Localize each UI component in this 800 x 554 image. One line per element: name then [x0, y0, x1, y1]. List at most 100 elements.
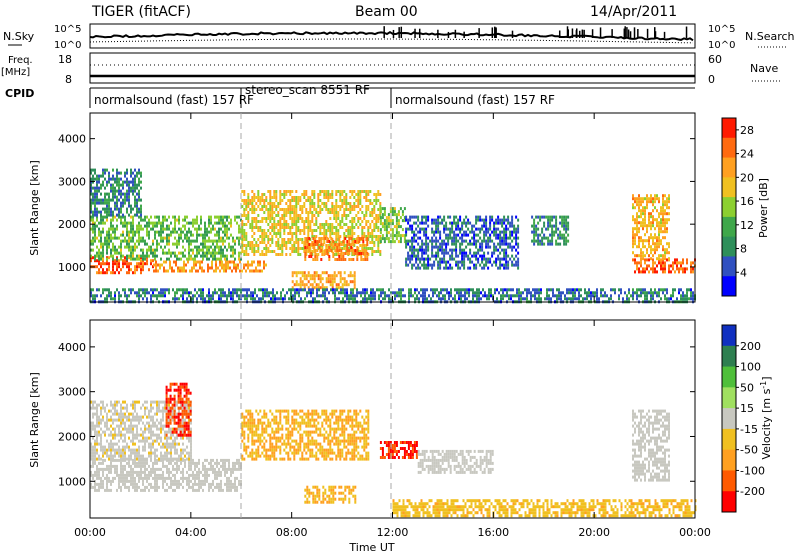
x-tick-label: 20:00	[578, 526, 610, 539]
power-colorbar-swatch	[722, 276, 736, 297]
velocity-colorbar-tick: 100	[740, 361, 761, 374]
velocity-colorbar-swatch	[722, 428, 736, 451]
power-colorbar-tick: 24	[740, 148, 754, 161]
nsearch-tick-bottom: 10^0	[708, 40, 735, 51]
beam-title: Beam 00	[355, 4, 418, 20]
freq-tick-bottom: 8	[65, 73, 72, 86]
velocity-ytick-label: 4000	[58, 341, 86, 354]
nsky-spikes	[383, 26, 688, 38]
x-tick-label: 04:00	[175, 526, 207, 539]
velocity-ytick-label: 3000	[58, 386, 86, 399]
power-colorbar-tick: 20	[740, 171, 754, 184]
power-ytick-label: 1000	[58, 261, 86, 274]
power-region	[531, 215, 570, 246]
velocity-colorbar-tick: -200	[740, 485, 765, 498]
power-colorbar-tick: 4	[740, 266, 747, 279]
power-region	[241, 190, 382, 256]
power-colorbar-swatch	[722, 256, 736, 277]
power-panel: Slant Range [km] 1000 2000 3000 4000 4 8 12 16…	[28, 112, 770, 304]
cpid-label: CPID	[5, 87, 34, 100]
x-tick-label: 08:00	[276, 526, 308, 539]
nsky-label: N.Sky	[3, 30, 35, 43]
velocity-data	[90, 382, 697, 518]
power-colorbar-tick: 8	[740, 243, 747, 256]
power-colorbar: 4 8 12 16 20 24 28	[721, 117, 754, 297]
radar-title: TIGER (fitACF)	[91, 4, 191, 20]
power-ytick-label: 4000	[58, 133, 86, 146]
power-region	[632, 194, 670, 261]
nsky-trace	[89, 31, 694, 42]
power-region	[153, 260, 267, 273]
velocity-region	[304, 485, 357, 504]
freq-panel: Freq. [MHz] 18 8 60 0 Nave	[1, 52, 780, 86]
velocity-colorbar-swatch	[722, 449, 736, 471]
velocity-ytick-label: 1000	[58, 475, 86, 488]
nave-label: Nave	[750, 62, 778, 75]
velocity-region	[379, 441, 418, 459]
x-axis-label: Time UT	[348, 541, 394, 554]
date-title: 14/Apr/2011	[590, 4, 677, 20]
power-colorbar-swatch	[722, 157, 736, 178]
freq-label: Freq.	[8, 55, 33, 66]
power-region	[405, 215, 520, 270]
velocity-colorbar-swatch	[722, 491, 736, 513]
power-region	[379, 207, 406, 244]
velocity-colorbar-tick: 50	[740, 381, 754, 394]
power-colorbar-swatch	[722, 137, 736, 159]
velocity-region	[392, 499, 697, 518]
power-region	[90, 168, 142, 217]
power-region	[90, 215, 242, 261]
nsearch-tick-top: 10^5	[708, 24, 735, 35]
nsearch-label: N.Search	[745, 30, 795, 43]
power-colorbar-swatch	[722, 177, 736, 198]
power-region	[632, 258, 696, 274]
power-ytick-label: 3000	[58, 175, 86, 188]
velocity-colorbar-tick: 15	[740, 402, 754, 415]
power-ylabel: Slant Range [km]	[28, 160, 41, 256]
freq-tick-top: 18	[58, 53, 72, 66]
cpid-segment-1: normalsound (fast) 157 RF	[94, 93, 254, 107]
nsky-tick-top: 10^5	[54, 24, 81, 35]
x-tick-label: 12:00	[377, 526, 409, 539]
power-region	[291, 271, 356, 290]
velocity-colorbar-label: Velocity [m s-1]	[759, 376, 774, 459]
power-region	[304, 237, 369, 261]
velocity-colorbar-swatch	[722, 470, 736, 492]
power-colorbar-tick: 16	[740, 195, 754, 208]
x-tick-label: 00:00	[74, 526, 106, 539]
power-colorbar-tick: 28	[740, 124, 754, 137]
velocity-colorbar-tick: -50	[740, 444, 758, 457]
nave-tick-bottom: 0	[708, 73, 715, 86]
nsearch-trace	[89, 38, 694, 44]
power-colorbar-swatch	[722, 197, 736, 218]
velocity-region	[165, 382, 192, 437]
velocity-colorbar-swatch	[722, 345, 736, 368]
power-colorbar-swatch	[722, 216, 736, 238]
velocity-colorbar-swatch	[722, 366, 736, 388]
velocity-region	[90, 458, 242, 492]
cpid-segment-3: normalsound (fast) 157 RF	[395, 93, 555, 107]
power-colorbar-swatch	[722, 118, 736, 139]
power-colorbar-tick: 12	[740, 219, 754, 232]
cpid-segment-2: stereo_scan 8551 RF	[245, 83, 370, 97]
velocity-colorbar-tick: -100	[740, 464, 765, 477]
power-colorbar-label: Power [dB]	[757, 178, 770, 238]
velocity-colorbar-tick: -15	[740, 423, 758, 436]
velocity-ytick-label: 2000	[58, 430, 86, 443]
velocity-region	[417, 449, 494, 474]
velocity-colorbar-swatch	[722, 325, 736, 347]
velocity-colorbar-swatch	[722, 387, 736, 409]
velocity-colorbar-tick: 200	[740, 340, 761, 353]
power-colorbar-swatch	[722, 236, 736, 257]
freq-unit: [MHz]	[1, 67, 30, 78]
power-ytick-label: 2000	[58, 218, 86, 231]
velocity-ylabel: Slant Range [km]	[28, 372, 41, 468]
x-tick-label: 16:00	[477, 526, 509, 539]
nave-tick-top: 60	[708, 53, 722, 66]
velocity-colorbar-swatch	[722, 408, 736, 430]
velocity-region	[241, 409, 370, 461]
power-data	[90, 168, 696, 304]
velocity-region	[632, 409, 670, 482]
noise-panel: N.Sky 10^5 10^0 10^5 10^0 N.Search	[3, 23, 795, 51]
